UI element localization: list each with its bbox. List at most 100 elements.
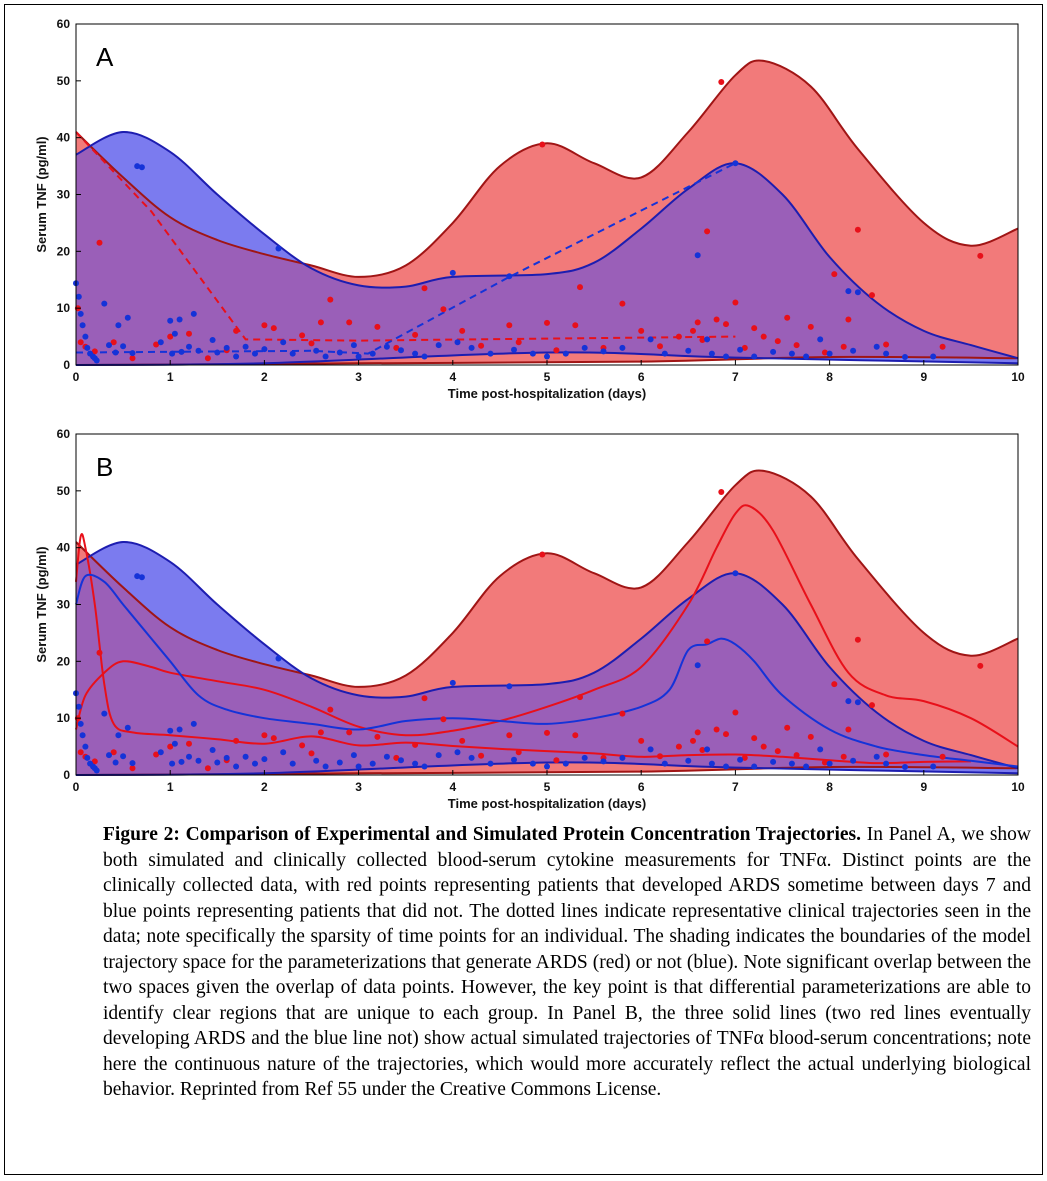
ards-data-point — [638, 327, 645, 334]
ards-data-point — [167, 743, 174, 750]
nonards-data-point — [214, 759, 221, 766]
ards-data-point — [939, 343, 946, 350]
nonards-data-point — [186, 343, 192, 350]
ards-data-point — [129, 355, 136, 362]
ards-data-point — [694, 729, 701, 736]
ards-data-point — [553, 757, 560, 764]
ards-data-point — [327, 296, 334, 303]
nonards-data-point — [171, 740, 178, 747]
ards-data-point — [704, 638, 711, 645]
nonards-data-point — [252, 760, 258, 767]
ards-data-point — [939, 753, 946, 760]
ards-data-point — [77, 339, 84, 346]
nonards-simulated-trajectory — [75, 573, 1019, 768]
nonards-data-point — [280, 749, 287, 756]
panel-label: B — [96, 452, 113, 482]
ards-data-point — [572, 322, 579, 329]
ards-data-point — [539, 551, 546, 558]
ards-data-point — [346, 319, 353, 326]
nonards-data-point — [435, 752, 442, 759]
nonards-data-point — [487, 350, 494, 357]
nonards-data-point — [336, 349, 343, 356]
nonards-data-point — [120, 753, 127, 760]
ards-band-upper-edge — [75, 469, 1019, 688]
y-axis-label: Serum TNF (pg/ml) — [34, 546, 49, 662]
y-tick-label: 60 — [57, 427, 71, 441]
nonards-data-point — [883, 760, 890, 767]
y-tick-label: 60 — [57, 17, 71, 31]
x-tick-label: 8 — [826, 780, 833, 794]
nonards-data-point — [289, 350, 296, 357]
nonards-data-point — [817, 746, 824, 753]
ards-data-point — [807, 323, 814, 330]
ards-data-point — [760, 333, 767, 340]
ards-data-point — [854, 226, 861, 233]
nonards-data-point — [178, 348, 185, 355]
nonards-data-point — [661, 350, 668, 357]
ards-data-point — [299, 742, 306, 749]
ards-data-point — [186, 330, 192, 337]
nonards-data-point — [803, 353, 810, 360]
nonards-data-point — [930, 353, 937, 360]
x-tick-label: 0 — [73, 780, 80, 794]
y-tick-label: 0 — [63, 358, 70, 372]
nonards-data-point — [902, 354, 908, 360]
ards-data-point — [459, 327, 466, 334]
nonards-data-point — [487, 760, 494, 767]
ards-data-point — [831, 681, 838, 688]
nonards-data-point — [398, 757, 404, 764]
ards-data-point — [204, 765, 211, 772]
panel-b-chart: 0 1 2 3 4 5 6 7 8 9 10 0 10 20 30 40 50 60 Time post-hospi… — [34, 427, 1025, 811]
nonards-data-point — [685, 347, 692, 354]
nonards-data-point — [82, 333, 89, 340]
nonards-data-point — [581, 754, 588, 761]
nonards-data-point — [704, 746, 711, 753]
nonards-data-point — [511, 346, 517, 353]
ards-data-point — [506, 732, 513, 739]
nonards-data-point — [275, 655, 282, 662]
nonards-data-point — [101, 710, 108, 717]
nonards-data-point — [369, 350, 376, 357]
ards-data-point — [854, 636, 861, 643]
nonards-data-point — [233, 353, 240, 360]
nonards-data-point — [845, 288, 852, 295]
x-tick-label: 7 — [732, 780, 739, 794]
ards-data-point — [539, 141, 546, 148]
nonards-data-point — [313, 347, 320, 354]
ards-data-point — [638, 737, 645, 744]
ards-data-point — [153, 341, 160, 348]
nonards-data-point — [369, 760, 376, 767]
nonards-data-point — [82, 743, 89, 750]
nonards-data-point — [124, 724, 131, 731]
ards-simulated-trajectory — [75, 504, 1019, 748]
ards-data-point — [299, 332, 306, 339]
nonards-data-point — [619, 754, 626, 761]
nonards-data-point — [178, 758, 185, 765]
nonards-data-point — [84, 344, 91, 351]
ards-data-point — [553, 347, 560, 354]
ards-data-point — [412, 331, 419, 338]
nonards-data-point — [138, 574, 145, 581]
ards-data-point — [699, 337, 706, 343]
caption-title: Figure 2: Comparison of Experimental and… — [103, 824, 861, 845]
ards-data-point — [478, 342, 485, 349]
nonards-data-point — [75, 703, 82, 710]
nonards-data-point — [854, 289, 861, 296]
y-axis-label: Serum TNF (pg/ml) — [34, 136, 49, 252]
ards-data-point — [690, 327, 696, 334]
nonards-data-point — [106, 342, 112, 349]
ards-data-point — [327, 706, 334, 713]
y-tick-label: 0 — [63, 768, 70, 782]
nonards-data-point — [261, 346, 268, 353]
x-tick-label: 10 — [1011, 370, 1025, 384]
nonards-data-point — [468, 754, 475, 761]
nonards-data-point — [449, 269, 456, 276]
ards-dashed-trajectory — [75, 131, 736, 342]
ards-data-point — [270, 735, 277, 742]
nonards-data-point — [694, 662, 701, 669]
ards-data-point — [694, 319, 701, 326]
ards-data-point — [690, 737, 696, 744]
ards-data-point — [845, 316, 852, 323]
ards-data-point — [821, 349, 828, 356]
nonards-data-point — [77, 310, 84, 317]
